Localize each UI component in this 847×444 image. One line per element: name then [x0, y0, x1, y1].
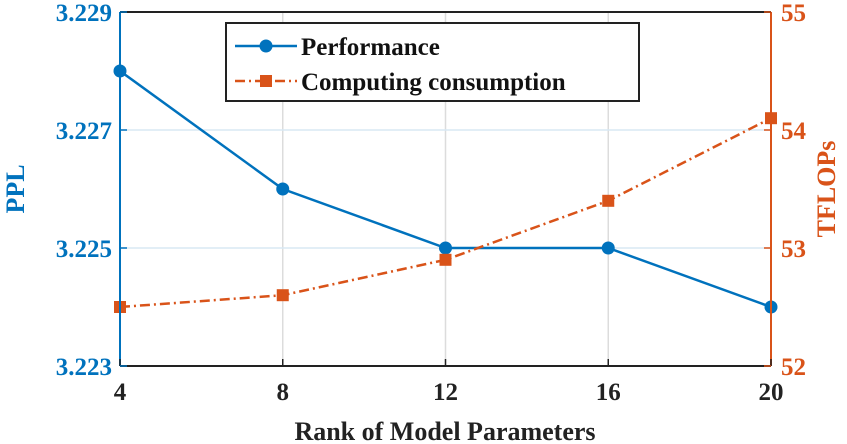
data-point-performance: [439, 241, 452, 255]
y-axis-label-left: PPL: [1, 164, 30, 213]
y-left-tick-label: 3.227: [56, 118, 112, 145]
data-point-computing: [439, 253, 452, 266]
data-point-performance: [276, 182, 290, 196]
legend-marker-performance: [259, 39, 273, 53]
x-tick-label: 20: [759, 379, 784, 406]
x-tick-label: 16: [596, 379, 621, 406]
y-left-tick-label: 3.223: [56, 354, 112, 381]
y-axis-label-right: TFLOPs: [812, 141, 841, 238]
series-layer: [113, 64, 778, 314]
legend-label-performance: Performance: [301, 34, 440, 61]
y-right-tick-label: 55: [781, 0, 806, 27]
axis-ticks: 4 8 12 16 20 3.223 3.225 3.227 3.229 52 53 54 55: [56, 0, 807, 406]
legend: Performance Computing consumption: [225, 22, 640, 102]
y-right-tick-label: 52: [781, 354, 806, 381]
legend-box: [225, 22, 640, 102]
x-axis-label: Rank of Model Parameters: [294, 417, 595, 444]
y-right-tick-label: 53: [781, 236, 806, 263]
x-tick-label: 4: [114, 379, 127, 406]
data-point-performance: [601, 241, 615, 255]
x-tick-label: 12: [433, 379, 458, 406]
legend-marker-computing: [260, 75, 272, 87]
x-tick-label: 8: [277, 379, 290, 406]
y-right-tick-label: 54: [781, 118, 807, 145]
data-point-computing: [602, 194, 615, 207]
y-left-tick-label: 3.229: [56, 0, 112, 27]
y-left-tick-label: 3.225: [56, 236, 112, 263]
legend-label-computing: Computing consumption: [301, 69, 566, 96]
data-point-computing: [276, 289, 289, 302]
